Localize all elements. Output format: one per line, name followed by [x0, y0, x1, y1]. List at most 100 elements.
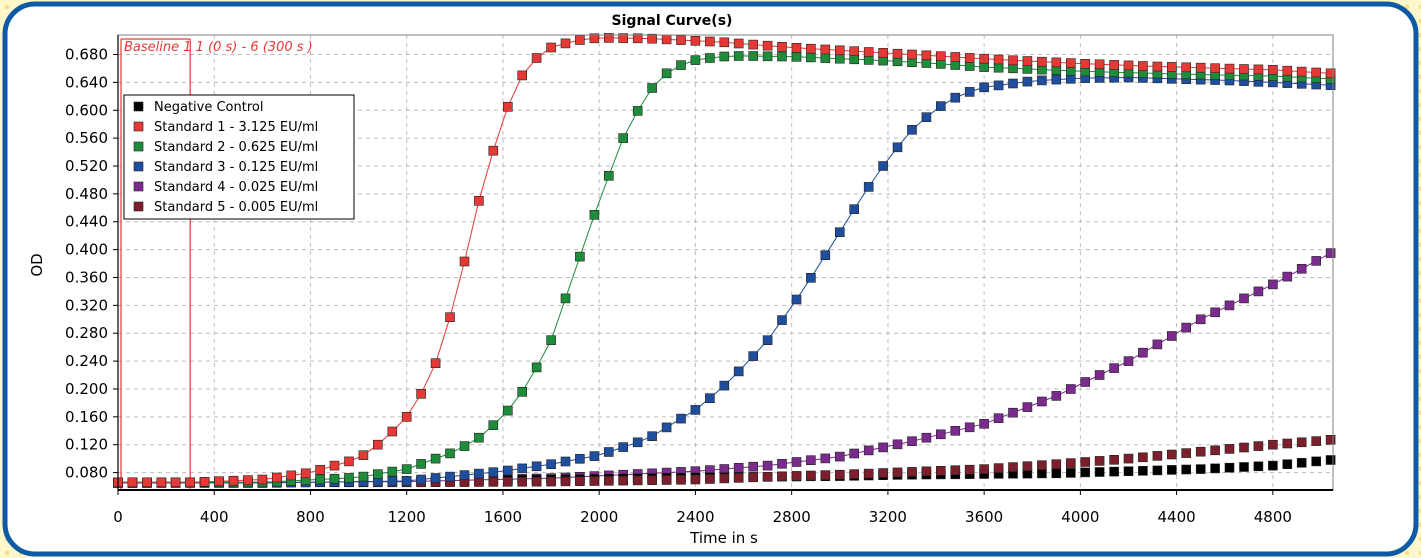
- data-point: [315, 474, 325, 485]
- data-point: [1268, 279, 1278, 290]
- data-point: [993, 54, 1004, 65]
- data-point: [907, 467, 917, 477]
- data-point: [1094, 370, 1105, 380]
- data-point: [1224, 300, 1235, 311]
- data-point: [1325, 68, 1336, 79]
- data-point: [387, 426, 398, 437]
- y-tick-label: 0.680: [65, 46, 108, 64]
- data-point: [1008, 55, 1018, 66]
- data-point: [705, 474, 715, 484]
- data-point: [416, 459, 426, 469]
- data-point: [127, 477, 138, 488]
- y-tick-label: 0.400: [65, 241, 108, 259]
- data-point: [849, 204, 860, 214]
- data-point: [1037, 75, 1047, 86]
- data-point: [1296, 66, 1307, 77]
- data-point: [502, 476, 513, 487]
- data-point: [430, 358, 441, 369]
- data-point: [1296, 263, 1307, 274]
- data-point: [849, 469, 860, 479]
- x-tick-label: 4000: [1061, 508, 1099, 526]
- data-point: [791, 471, 802, 481]
- data-point: [806, 52, 816, 63]
- data-point: [1239, 293, 1249, 304]
- data-point: [1311, 436, 1321, 446]
- data-point: [517, 476, 528, 487]
- data-point: [632, 437, 643, 448]
- data-point: [921, 50, 932, 61]
- data-point: [907, 436, 917, 447]
- data-point: [1181, 464, 1191, 475]
- data-point: [1080, 58, 1090, 69]
- data-point: [1051, 391, 1062, 401]
- data-point: [502, 405, 513, 416]
- y-tick-label: 0.280: [65, 324, 108, 342]
- data-point: [546, 335, 556, 346]
- data-point: [416, 474, 426, 485]
- data-point: [647, 83, 657, 93]
- data-point: [156, 477, 167, 488]
- data-point: [1094, 467, 1105, 477]
- x-tick-label: 4400: [1158, 508, 1196, 526]
- data-point: [1224, 444, 1235, 454]
- x-tick-label: 2400: [676, 508, 714, 526]
- data-point: [329, 473, 340, 484]
- data-point: [733, 38, 744, 49]
- data-point: [387, 466, 398, 477]
- data-point: [762, 460, 773, 471]
- data-point: [878, 47, 888, 58]
- data-point: [993, 62, 1004, 73]
- data-point: [1239, 462, 1249, 472]
- x-tick-label: 400: [200, 508, 229, 526]
- data-point: [1224, 462, 1235, 473]
- data-point: [603, 475, 614, 486]
- data-point: [517, 386, 528, 397]
- data-point: [1066, 384, 1076, 394]
- y-tick-label: 0.560: [65, 129, 108, 147]
- data-point: [1138, 347, 1148, 358]
- data-point: [459, 441, 470, 451]
- data-point: [791, 294, 802, 305]
- data-point: [1123, 453, 1134, 464]
- data-point: [603, 33, 614, 43]
- chart-title: Signal Curve(s): [612, 13, 733, 29]
- legend-entry: Standard 2 - 0.625 EU/ml: [154, 140, 318, 155]
- data-point: [401, 411, 412, 422]
- data-point: [445, 448, 455, 459]
- y-axis-label: OD: [28, 253, 46, 276]
- data-point: [603, 447, 614, 457]
- data-point: [618, 33, 629, 43]
- data-point: [459, 256, 470, 267]
- data-point: [806, 43, 816, 54]
- data-point: [1210, 463, 1220, 474]
- data-point: [935, 465, 946, 476]
- y-tick-label: 0.240: [65, 352, 108, 370]
- data-point: [950, 92, 961, 103]
- data-point: [1210, 63, 1220, 74]
- data-point: [502, 102, 513, 112]
- data-point: [979, 62, 989, 72]
- data-point: [1008, 462, 1018, 472]
- data-point: [748, 351, 759, 361]
- data-point: [243, 475, 253, 485]
- data-point: [1008, 63, 1018, 74]
- y-tick-label: 0.640: [65, 73, 108, 91]
- data-point: [907, 125, 917, 135]
- data-point: [1066, 58, 1076, 68]
- data-point: [1282, 271, 1293, 282]
- data-point: [1109, 454, 1119, 465]
- data-point: [1152, 451, 1163, 461]
- data-point: [935, 101, 946, 111]
- data-point: [647, 431, 657, 442]
- data-point: [1123, 356, 1134, 366]
- data-point: [964, 53, 975, 63]
- y-tick-label: 0.200: [65, 380, 108, 398]
- data-point: [834, 53, 845, 64]
- data-point: [1051, 468, 1062, 479]
- data-point: [993, 413, 1004, 424]
- data-point: [1181, 448, 1191, 458]
- data-point: [1008, 78, 1018, 89]
- data-point: [589, 210, 600, 220]
- data-point: [1268, 65, 1278, 75]
